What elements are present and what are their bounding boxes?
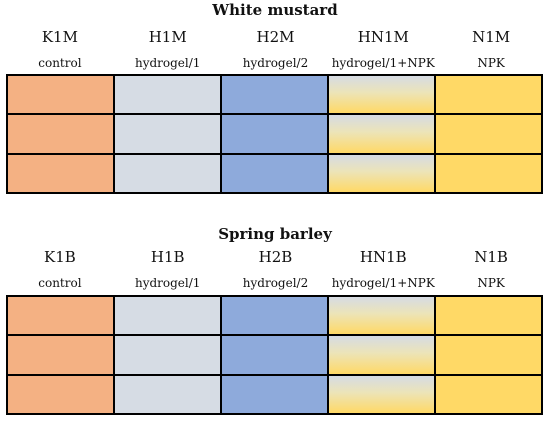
plot-cell [7,75,114,115]
plot-cell [221,296,328,336]
column-code: H2B [258,248,293,266]
plot-cell [221,153,328,193]
plot-cell [435,114,542,154]
plot-cell [7,296,114,336]
plot-cell [221,335,328,375]
column-desc: NPK [477,276,505,290]
column-codes: K1M H1M H2M HN1M N1M [6,28,545,46]
column-desc: control [38,56,82,70]
column-descriptions: control hydrogel/1 hydrogel/2 hydrogel/1… [6,56,545,70]
column-desc: hydrogel/2 [242,276,309,290]
column-desc: control [38,276,82,290]
plot-cell [7,114,114,154]
plot-cell [435,153,542,193]
column-code: H2M [256,28,295,46]
column-code: HN1B [359,248,407,266]
plot-cell [328,153,435,193]
plot-cell [7,374,114,414]
column-code: N1M [472,28,511,46]
column-code: K1B [44,248,76,266]
column-code: H1M [148,28,187,46]
plot-grid [6,74,543,194]
plot-grid [6,295,543,415]
column-desc: hydrogel/1+NPK [331,56,435,70]
plot-cell [435,335,542,375]
column-code: H1B [150,248,185,266]
column-descriptions: control hydrogel/1 hydrogel/2 hydrogel/1… [6,276,545,290]
plot-cell [435,374,542,414]
plot-cell [7,335,114,375]
plot-cell [221,114,328,154]
column-code: K1M [41,28,78,46]
plot-cell [435,75,542,115]
plot-cell [328,335,435,375]
plot-cell [114,374,221,414]
plot-cell [328,374,435,414]
plot-cell [114,114,221,154]
column-code: N1B [474,248,508,266]
plot-cell [221,75,328,115]
plot-cell [435,296,542,336]
column-desc: hydrogel/2 [242,56,309,70]
column-desc: NPK [477,56,505,70]
plot-cell [328,296,435,336]
column-desc: hydrogel/1+NPK [331,276,435,290]
plot-cell [114,335,221,375]
plot-cell [7,153,114,193]
column-desc: hydrogel/1 [134,276,201,290]
column-codes: K1B H1B H2B HN1B N1B [6,248,545,266]
plot-cell [114,75,221,115]
plot-cell [114,153,221,193]
plot-cell [328,75,435,115]
block-title: White mustard [212,1,338,19]
plot-cell [221,374,328,414]
block-title: Spring barley [218,225,332,243]
plot-cell [114,296,221,336]
plot-cell [328,114,435,154]
column-code: HN1M [357,28,409,46]
column-desc: hydrogel/1 [134,56,201,70]
